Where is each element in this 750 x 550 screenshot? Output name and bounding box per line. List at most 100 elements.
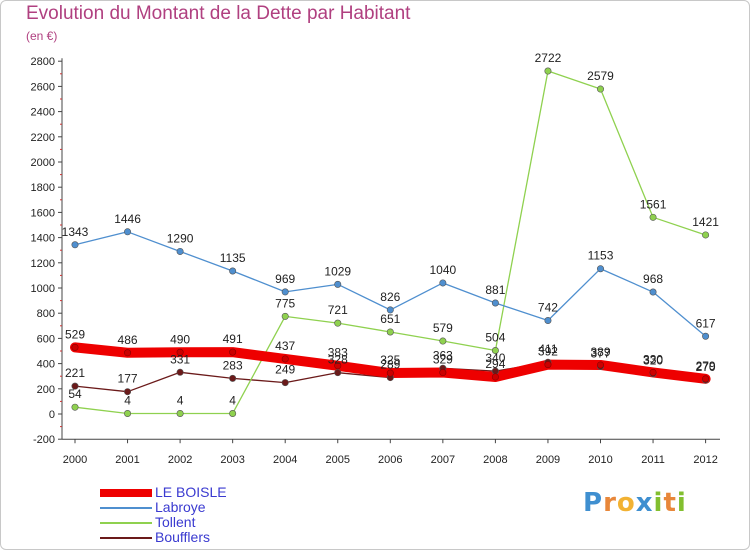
y-tick-label: 2600	[31, 81, 55, 93]
proxiti-logo: Proxiti	[583, 488, 687, 518]
legend-label: Labroye	[155, 499, 206, 515]
data-point	[649, 288, 657, 296]
data-point	[124, 228, 132, 236]
data-label: 1029	[324, 264, 351, 278]
data-point	[229, 409, 237, 417]
data-point	[71, 382, 79, 390]
data-point	[71, 403, 79, 411]
data-label: 2579	[587, 69, 614, 83]
data-point	[176, 247, 184, 255]
data-point	[334, 280, 342, 288]
data-label: 1153	[588, 249, 614, 263]
data-point	[176, 348, 184, 356]
x-tick-label: 2005	[326, 454, 350, 466]
data-point	[702, 332, 710, 340]
y-tick-label: 0	[49, 409, 55, 421]
data-point	[491, 299, 499, 307]
data-label: 721	[328, 303, 348, 317]
data-point	[544, 361, 552, 369]
x-tick-label: 2006	[378, 454, 402, 466]
data-label: 1040	[429, 263, 456, 277]
data-label: 742	[538, 301, 558, 315]
y-tick-label: 2000	[31, 157, 55, 169]
y-tick-label: 1800	[31, 182, 55, 194]
legend-swatch	[100, 507, 152, 509]
chart-subtitle: (en €)	[26, 29, 58, 43]
data-label: 1343	[62, 225, 89, 239]
x-tick-label: 2002	[168, 454, 192, 466]
data-point	[229, 374, 237, 382]
data-point	[649, 213, 657, 221]
data-label: 320	[643, 354, 663, 368]
data-point	[124, 388, 132, 396]
data-label: 1421	[692, 215, 719, 229]
data-label: 1561	[640, 197, 667, 211]
legend-swatch	[100, 522, 152, 524]
data-point	[334, 369, 342, 377]
y-tick-label: 2800	[31, 56, 55, 68]
data-point	[386, 306, 394, 314]
data-label: 270	[696, 360, 716, 374]
y-tick-label: 600	[37, 333, 55, 345]
data-point	[386, 369, 394, 377]
data-label: 294	[485, 357, 505, 371]
data-point	[176, 368, 184, 376]
data-point	[281, 288, 289, 296]
data-label: 617	[696, 316, 716, 330]
data-label: 330	[643, 352, 663, 366]
data-label: 491	[223, 332, 243, 346]
data-label: 377	[590, 346, 610, 360]
data-label: 221	[65, 366, 85, 380]
data-point	[491, 346, 499, 354]
legend-label: LE BOISLE	[155, 484, 227, 500]
x-tick-label: 2001	[115, 454, 139, 466]
y-tick-label: 1600	[31, 207, 55, 219]
x-tick-label: 2012	[693, 454, 717, 466]
data-point	[596, 85, 604, 93]
data-label: 1290	[167, 231, 194, 245]
data-label: 283	[223, 358, 243, 372]
data-point	[229, 267, 237, 275]
y-tick-label: 2200	[31, 132, 55, 144]
x-tick-label: 2010	[588, 454, 612, 466]
y-tick-label: 400	[37, 359, 55, 371]
data-point	[281, 355, 289, 363]
data-label: 329	[433, 353, 453, 367]
data-label: 279	[696, 359, 716, 373]
y-tick-label: 1000	[31, 283, 55, 295]
data-label: 2722	[535, 51, 562, 65]
data-point	[544, 317, 552, 325]
data-point	[491, 373, 499, 381]
data-point	[439, 279, 447, 287]
data-label: 504	[485, 330, 505, 344]
data-label: 363	[433, 348, 453, 362]
data-label: 383	[328, 346, 348, 360]
data-label: 1135	[220, 251, 246, 265]
data-label: 54	[68, 387, 82, 401]
data-label: 437	[275, 339, 295, 353]
y-tick-label: 1200	[31, 258, 55, 270]
data-point	[229, 348, 237, 356]
data-label: 826	[380, 290, 400, 304]
data-label: 4	[177, 393, 184, 407]
data-label: 651	[380, 312, 400, 326]
data-point	[544, 67, 552, 75]
data-point	[281, 379, 289, 387]
data-label: 529	[65, 327, 85, 341]
data-label: 392	[538, 345, 558, 359]
legend-swatch	[100, 537, 152, 539]
data-point	[649, 368, 657, 376]
data-point	[439, 337, 447, 345]
data-label: 411	[538, 342, 557, 356]
data-point	[596, 265, 604, 273]
data-label: 389	[590, 345, 610, 359]
data-label: 328	[328, 353, 348, 367]
data-label: 490	[170, 332, 190, 346]
x-tick-label: 2008	[483, 454, 507, 466]
data-point	[334, 319, 342, 327]
data-point	[596, 361, 604, 369]
data-point	[71, 343, 79, 351]
legend-swatch	[100, 489, 152, 497]
x-tick-label: 2000	[63, 454, 87, 466]
data-label: 249	[275, 363, 295, 377]
